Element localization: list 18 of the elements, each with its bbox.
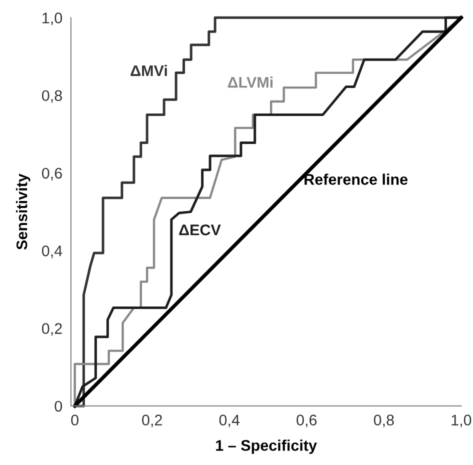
y-tick-label: 0,2	[42, 323, 62, 336]
x-tick-label: 0,6	[296, 414, 317, 428]
y-tick-label: 0,8	[42, 90, 62, 103]
y-axis-title: Sensitivity	[16, 174, 30, 250]
x-tick-label: 0,2	[142, 414, 162, 428]
y-tick-label: 0,6	[42, 168, 62, 180]
y-tick-label: 0	[54, 400, 62, 412]
x-tick-label: 0,4	[219, 414, 240, 428]
series-label: ΔLVMi	[228, 76, 273, 88]
series-label: Reference line	[304, 174, 408, 185]
x-axis-title: 1 – Specificity	[216, 440, 317, 454]
series-label: ΔECV	[179, 224, 221, 236]
x-tick-label: 0,8	[374, 414, 394, 428]
y-tick-label: 1,0	[42, 12, 62, 26]
y-tick-label: 0,4	[42, 246, 62, 258]
x-tick-label: 0	[71, 414, 78, 426]
x-tick-label: 1,0	[452, 414, 472, 428]
series-label: ΔMVi	[130, 64, 167, 76]
